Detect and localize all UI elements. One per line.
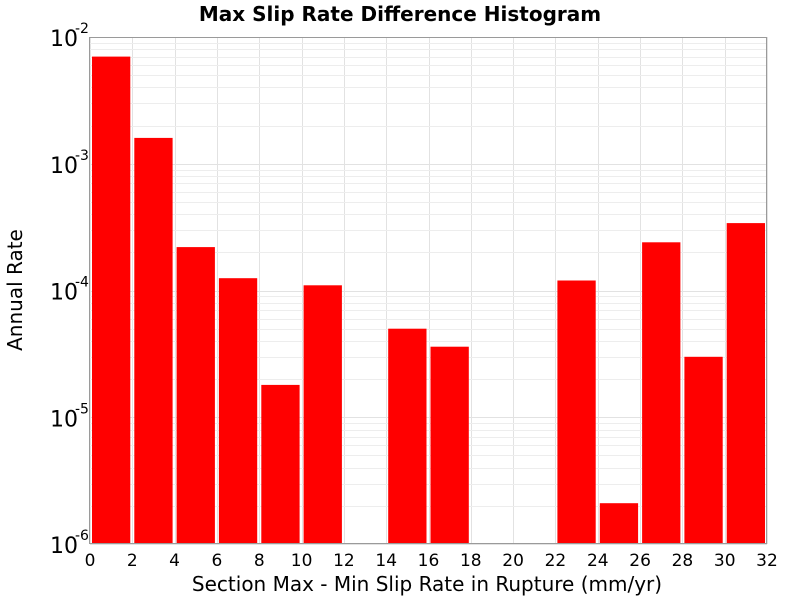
histogram-bar xyxy=(430,346,469,544)
histogram-bar xyxy=(218,278,258,544)
histogram-bar xyxy=(134,137,173,544)
histogram-bar xyxy=(261,384,300,544)
x-tick-label: 2 xyxy=(127,551,138,571)
y-tick-exponent: -4 xyxy=(75,275,89,291)
x-tick-label: 4 xyxy=(169,551,180,571)
histogram-bar xyxy=(388,328,427,544)
histogram-bar xyxy=(303,285,342,544)
x-tick-label: 8 xyxy=(254,551,265,571)
y-tick-exponent: -2 xyxy=(75,21,89,37)
chart-title: Max Slip Rate Difference Histogram xyxy=(199,2,601,26)
x-tick-label: 20 xyxy=(502,551,524,571)
histogram-bar xyxy=(599,503,639,544)
x-tick-label: 18 xyxy=(460,551,482,571)
x-axis-ticks: 0 2 4 6 8 10 12 14 16 18 20 22 24 26 28 30 32 xyxy=(85,551,778,571)
x-tick-label: 12 xyxy=(333,551,355,571)
y-tick-label: 10 xyxy=(50,281,78,306)
histogram-bar xyxy=(642,242,681,545)
x-tick-label: 28 xyxy=(672,551,694,571)
y-tick-exponent: -6 xyxy=(75,528,89,544)
x-tick-label: 22 xyxy=(545,551,567,571)
y-axis-ticks: 10-210-310-410-510-6 xyxy=(50,21,89,559)
histogram-bar xyxy=(176,247,215,544)
x-tick-label: 10 xyxy=(291,551,313,571)
y-tick-exponent: -3 xyxy=(75,148,89,164)
plot-area-border xyxy=(89,37,767,544)
x-axis-label: Section Max - Min Slip Rate in Rupture (… xyxy=(192,572,662,596)
histogram-bar xyxy=(726,223,765,544)
y-axis-label: Annual Rate xyxy=(3,229,27,351)
y-tick-exponent: -5 xyxy=(75,401,89,417)
x-tick-label: 30 xyxy=(714,551,736,571)
histogram-bar xyxy=(92,56,131,544)
y-tick-label: 10 xyxy=(50,407,78,432)
x-tick-label: 16 xyxy=(418,551,440,571)
x-tick-label: 26 xyxy=(629,551,651,571)
x-tick-label: 14 xyxy=(375,551,397,571)
bars xyxy=(92,56,765,545)
histogram-bar xyxy=(557,280,596,544)
y-tick-label: 10 xyxy=(50,534,78,559)
x-tick-label: 6 xyxy=(211,551,222,571)
x-tick-label: 0 xyxy=(85,551,96,571)
histogram-bar xyxy=(684,356,723,544)
x-tick-label: 32 xyxy=(756,551,778,571)
y-tick-label: 10 xyxy=(50,27,78,52)
x-tick-label: 24 xyxy=(587,551,609,571)
y-tick-label: 10 xyxy=(50,154,78,179)
